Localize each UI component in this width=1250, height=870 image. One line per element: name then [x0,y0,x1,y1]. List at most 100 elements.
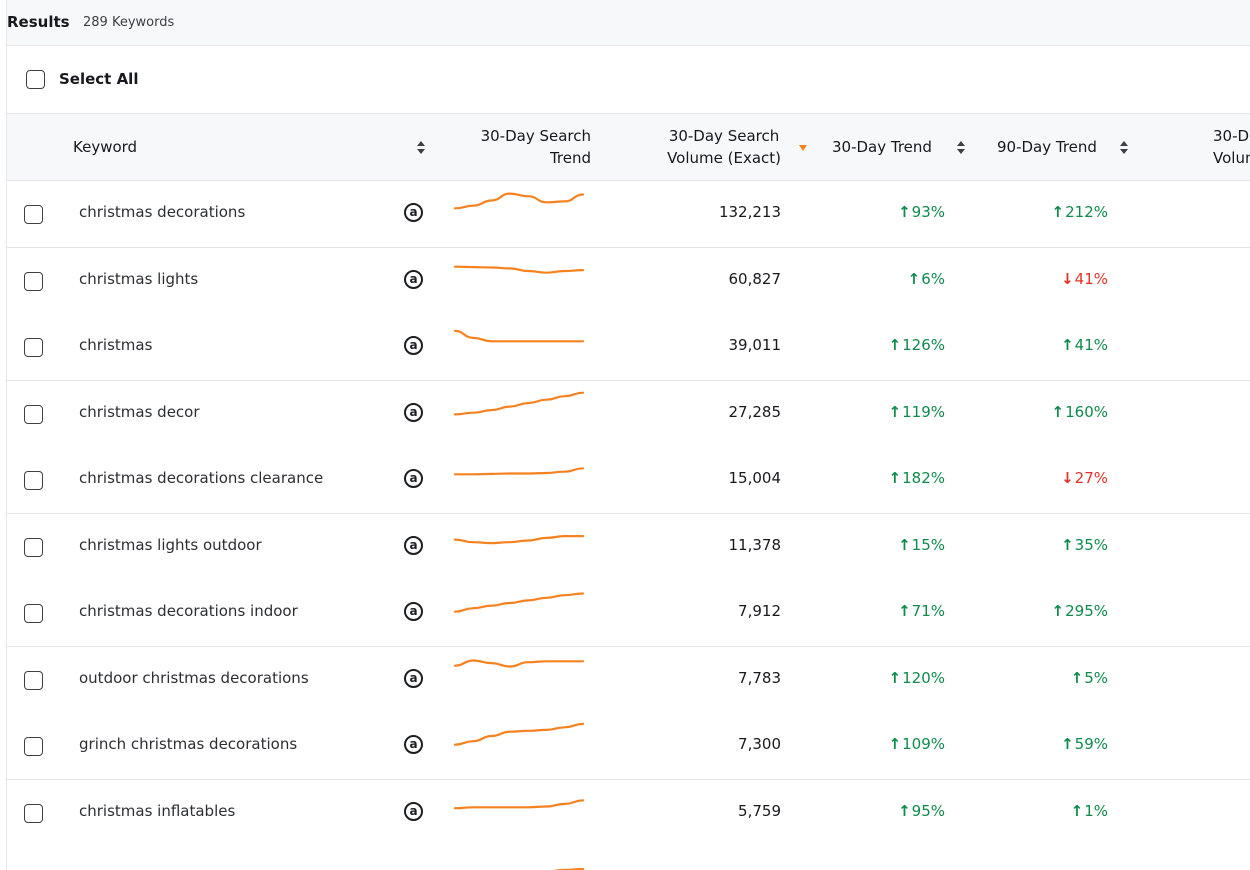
table-row[interactable]: christmas inflatables a 5,759 ↑95% ↑1% [7,780,1250,847]
column-header-next-line1: 30-D [1213,127,1250,145]
arrow-up-icon: ↑ [1070,669,1084,687]
trend-30-day-value: 71% [911,602,945,620]
sort-descending-icon[interactable] [799,145,807,151]
trend-90-day: ↑1% [1071,802,1108,820]
sparkline-path [453,592,585,613]
trend-30-day: ↑126% [889,336,945,354]
table-row[interactable]: outdoor christmas decorations a 7,783 ↑120%… [7,647,1250,714]
amazon-icon[interactable]: a [404,735,423,754]
arrow-up-icon: ↑ [898,802,911,820]
keyword-text[interactable]: grinch christmas decorations [79,735,298,753]
trend-30-day-value: 182% [902,469,945,487]
column-header-volume-line1: 30-Day Search [668,127,780,145]
arrow-down-icon: ↓ [1061,270,1074,288]
amazon-icon[interactable]: a [404,669,423,688]
trend-30-day: ↑93% [898,203,945,221]
select-all-row: Select All [7,46,1250,114]
row-checkbox[interactable] [24,338,43,357]
arrow-up-icon: ↑ [888,669,902,687]
arrow-up-icon: ↑ [888,336,902,354]
search-volume-value: 7,300 [738,735,781,753]
keyword-text[interactable]: christmas decor [79,403,200,421]
table-row[interactable]: christmas lights outdoor a 11,378 ↑ 15% ↑35% [7,514,1250,581]
arrow-up-icon: ↑ [888,469,902,487]
search-trend-sparkline [453,592,585,613]
trend-30-day-value: 95% [911,802,945,820]
column-header-30-day-trend[interactable]: 30-Day Trend [832,138,932,156]
search-trend-sparkline [453,535,585,545]
keyword-text[interactable]: christmas decorations [79,203,246,221]
sort-keyword-icon[interactable] [417,141,425,155]
row-checkbox[interactable] [24,471,43,490]
select-all-checkbox[interactable] [26,70,45,89]
table-row[interactable]: christmas a 39,011 ↑126% ↑41% [7,314,1250,381]
trend-30-day-value: 15% [911,536,945,554]
table-row[interactable]: christmas decorations a 132,213 ↑93% ↑212% [7,181,1250,248]
search-trend-sparkline [453,799,585,810]
amazon-icon[interactable]: a [404,802,423,821]
keyword-text[interactable]: christmas [79,336,153,354]
table-row[interactable]: grinch christmas decorations a 7,300 ↑109% ↑… [7,713,1250,780]
table-row[interactable]: christmas decorations indoor a 7,912 ↑71% ↑2… [7,580,1250,647]
table-row[interactable]: christmas lights a 60,827 ↑6% ↓41% [7,248,1250,315]
keyword-text[interactable]: christmas inflatables [79,802,236,820]
trend-90-day-value: 41% [1074,270,1108,288]
amazon-icon[interactable]: a [404,270,423,289]
row-checkbox[interactable] [24,272,43,291]
row-checkbox[interactable] [24,405,43,424]
column-header-volume[interactable]: 30-Day Search Volume (Exact) [667,125,781,169]
search-trend-sparkline [453,265,585,274]
trend-30-day: ↑119% [889,403,945,421]
keyword-text[interactable]: christmas decorations indoor [79,602,298,620]
table-row[interactable]: christmas decorations clearance a 15,004 ↑1… [7,447,1250,514]
trend-90-day: ↑5% [1071,669,1108,687]
row-checkbox[interactable] [24,737,43,756]
results-title: Results [7,13,70,31]
column-header-search-trend-line1: 30-Day Search [480,127,591,145]
trend-30-day: ↑95% [898,802,945,820]
sparkline-path [453,467,585,476]
amazon-icon[interactable]: a [404,403,423,422]
column-header-keyword[interactable]: Keyword [73,138,138,156]
keyword-text[interactable]: christmas lights [79,270,199,288]
amazon-icon[interactable]: a [404,203,423,222]
amazon-icon[interactable]: a [404,336,423,355]
sort-30-day-trend-icon[interactable] [957,141,965,155]
arrow-up-icon: ↑ [898,203,911,221]
sparkline-path [453,192,585,210]
row-checkbox[interactable] [24,671,43,690]
row-checkbox[interactable] [24,205,43,224]
keyword-text[interactable]: outdoor christmas decorations [79,669,309,687]
amazon-icon[interactable]: a [404,602,423,621]
column-header-90-day-trend[interactable]: 90-Day Trend [997,138,1097,156]
row-checkbox[interactable] [24,804,43,823]
arrow-up-icon: ↑ [1051,403,1065,421]
amazon-icon[interactable]: a [404,536,423,555]
trend-30-day: ↑71% [898,602,945,620]
trend-90-day: ↑295% [1052,602,1108,620]
search-trend-sparkline [453,467,585,476]
search-volume-value: 11,378 [728,536,782,554]
column-header-search-trend-line2: Trend [549,149,591,167]
sort-90-day-trend-icon[interactable] [1120,141,1128,155]
keyword-text[interactable]: christmas lights outdoor [79,536,262,554]
table-row[interactable]: christmas decor a 27,285 ↑119% ↑160% [7,381,1250,448]
arrow-up-icon: ↑ [1061,336,1074,354]
keyword-text[interactable]: christmas decorations clearance [79,469,324,487]
search-volume-value: 5,759 [738,802,781,820]
column-header-next[interactable]: 30-D Volun [1213,125,1250,169]
trend-30-day: ↑182% [889,469,945,487]
select-all-label[interactable]: Select All [59,70,139,88]
search-volume-value: 7,783 [738,669,781,687]
trend-30-day-value: 93% [911,203,945,221]
sparkline-path [453,391,585,416]
row-checkbox[interactable] [24,604,43,623]
row-checkbox[interactable] [24,538,43,557]
trend-90-day: ↑35% [1061,536,1108,554]
amazon-icon[interactable]: a [404,469,423,488]
table-row[interactable] [7,846,1250,870]
column-header-volume-line2: Volume (Exact) [667,149,781,167]
search-volume-value: 132,213 [718,203,781,221]
trend-90-day-value: 35% [1074,536,1108,554]
arrow-up-icon: ↑ [1061,536,1074,554]
